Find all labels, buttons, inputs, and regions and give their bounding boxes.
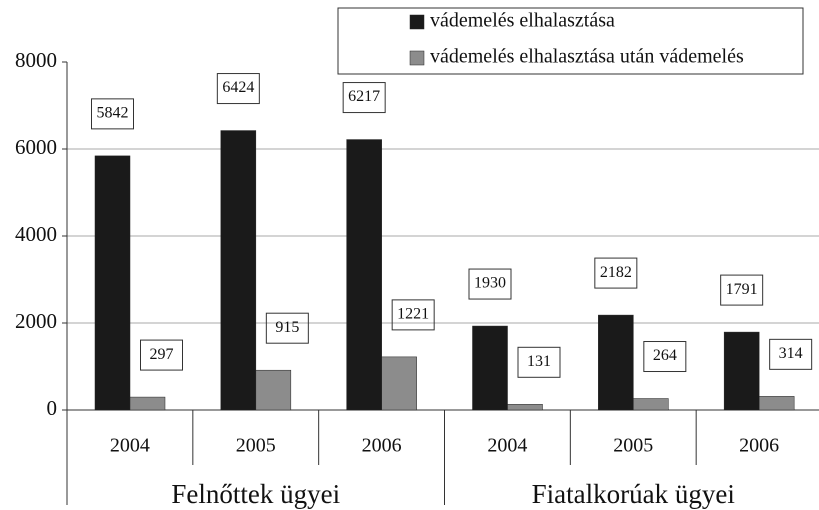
data-label: 6217 xyxy=(348,88,380,105)
bar xyxy=(507,404,543,411)
x-tick-label: 2006 xyxy=(362,435,402,457)
data-label: 6424 xyxy=(222,79,254,96)
data-label-box xyxy=(140,339,183,371)
data-label-box xyxy=(517,346,561,378)
legend-label: vádemelés elhalasztása után vádemelés xyxy=(430,46,744,68)
data-label: 297 xyxy=(150,346,174,363)
bar xyxy=(381,356,417,411)
legend-swatch xyxy=(409,50,425,66)
data-label: 1221 xyxy=(397,306,429,323)
y-tick-label: 4000 xyxy=(15,222,57,246)
data-label-box xyxy=(594,257,638,289)
data-label: 5842 xyxy=(97,105,129,122)
y-tick-label: 8000 xyxy=(15,48,57,72)
bar xyxy=(94,155,131,411)
bar xyxy=(758,396,795,411)
bar xyxy=(472,325,508,411)
x-tick-label: 2005 xyxy=(613,435,653,457)
data-label-box xyxy=(91,98,134,130)
data-label: 264 xyxy=(653,347,677,364)
bar xyxy=(723,331,760,411)
data-label-box xyxy=(769,338,813,370)
bar xyxy=(255,369,292,411)
x-tick-label: 2005 xyxy=(236,435,276,457)
bar xyxy=(129,396,166,411)
y-tick-label: 6000 xyxy=(15,135,57,159)
data-label-box xyxy=(216,73,260,105)
bar xyxy=(346,139,382,411)
data-label-box xyxy=(720,274,764,306)
legend-swatch xyxy=(409,14,425,30)
data-label-box xyxy=(391,299,435,331)
data-label: 915 xyxy=(275,319,299,336)
data-label: 131 xyxy=(527,353,551,370)
bar xyxy=(633,398,669,411)
data-label-box xyxy=(468,268,512,300)
legend-label: vádemelés elhalasztása xyxy=(430,10,615,32)
y-tick-label: 0 xyxy=(47,396,58,420)
data-label: 1791 xyxy=(726,281,758,298)
data-label: 1930 xyxy=(474,275,506,292)
x-tick-label: 2004 xyxy=(487,435,527,457)
group-label: Fiatalkorúak ügyei xyxy=(532,479,735,509)
bar xyxy=(220,130,257,411)
data-label: 2182 xyxy=(600,264,632,281)
x-tick-label: 2006 xyxy=(739,435,779,457)
data-label: 314 xyxy=(779,345,803,362)
data-label-box xyxy=(265,312,309,344)
group-label: Felnőttek ügyei xyxy=(171,479,340,509)
bar xyxy=(598,314,634,411)
data-label-box xyxy=(643,341,687,373)
x-tick-label: 2004 xyxy=(110,435,150,457)
y-tick-label: 2000 xyxy=(15,309,57,333)
data-label-box xyxy=(342,82,386,114)
